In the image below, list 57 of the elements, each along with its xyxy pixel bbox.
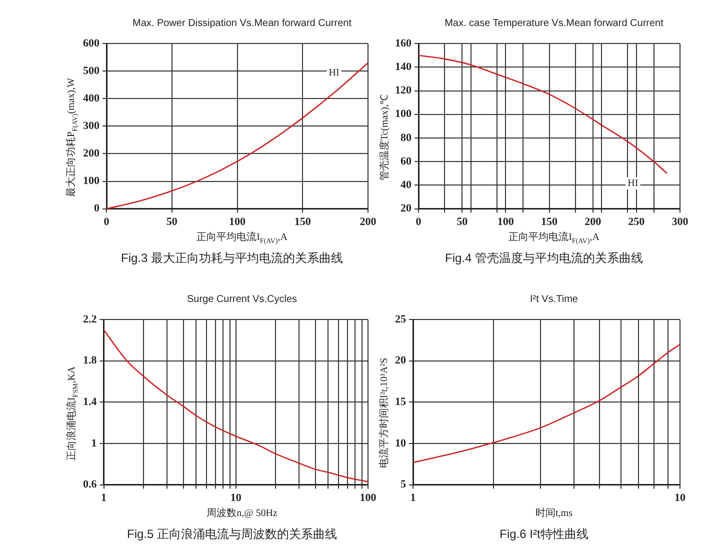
- chart-title: I²t Vs.Time: [529, 294, 579, 305]
- y-axis-title: 电流平方时间积I²t,10³A²S: [378, 358, 391, 468]
- y-tick-label: 1: [91, 437, 97, 450]
- y-tick-label: 160: [395, 37, 412, 50]
- y-tick-label: 60: [400, 155, 412, 168]
- x-tick-label: 10: [674, 492, 686, 504]
- y-tick-label: 600: [83, 37, 100, 50]
- x-tick-label: 150: [294, 216, 312, 228]
- caption: Fig.4 管壳温度与平均电流的关系曲线: [444, 250, 644, 267]
- y-tick-label: 15: [395, 396, 406, 408]
- caption: Fig.3 最大正向功耗与平均电流的关系曲线: [120, 250, 344, 267]
- y-tick-label: 100: [83, 175, 100, 188]
- x-axis-title: 正向平均电流I$_{F(AV)}$,A: [508, 230, 600, 245]
- line-series: [418, 54, 668, 174]
- x-tick-label: 10: [230, 492, 242, 504]
- series-label: HI: [328, 68, 340, 78]
- caption: Fig.6 I²t特性曲线: [498, 526, 590, 543]
- x-tick-label: 0: [416, 216, 422, 228]
- y-tick-label: 5: [400, 478, 406, 491]
- x-axis-title: 时间t,ms: [534, 506, 574, 520]
- x-tick-label: 100: [360, 492, 377, 504]
- y-axis-title: 管壳温度Tc(max),℃: [378, 94, 392, 180]
- x-tick-label: 250: [628, 216, 646, 228]
- y-tick-label: 0.6: [83, 478, 98, 491]
- x-tick-label: 50: [166, 216, 178, 228]
- y-tick-label: 40: [400, 179, 412, 192]
- y-tick-label: 140: [395, 61, 412, 74]
- y-tick-label: 400: [83, 92, 100, 105]
- x-tick-label: 50: [456, 216, 468, 228]
- y-tick-label: 80: [400, 132, 412, 144]
- text: HI: [628, 178, 638, 190]
- x-tick-label: 200: [584, 216, 602, 228]
- x-tick-label: 100: [497, 216, 514, 228]
- y-tick-label: 20: [395, 354, 406, 367]
- x-axis-title: 正向平均电流I$_{F(AV)}$,A: [196, 230, 288, 245]
- y-tick-label: 200: [83, 148, 100, 160]
- y-tick-label: 100: [395, 108, 412, 120]
- y-tick-label: 25: [395, 313, 406, 326]
- x-tick-label: 100: [229, 216, 246, 228]
- chart-title: Max. Power Dissipation Vs.Mean forward Current: [132, 18, 352, 29]
- caption: Fig.5 正向浪涌电流与周波数的关系曲线: [126, 526, 338, 543]
- chart-title: Max. case Temperature Vs.Mean forward Current: [444, 18, 664, 29]
- x-tick-label: 150: [541, 216, 558, 228]
- y-tick-label: 0: [94, 202, 100, 215]
- chart-title: Surge Current Vs.Cycles: [186, 294, 298, 305]
- y-tick-label: 120: [395, 84, 412, 97]
- y-tick-label: 2.2: [83, 313, 98, 326]
- x-tick-label: 0: [104, 216, 110, 228]
- y-tick-label: 500: [83, 64, 100, 77]
- y-tick-label: 10: [395, 437, 406, 450]
- y-tick-label: 300: [83, 120, 100, 132]
- x-tick-label: 300: [672, 216, 689, 228]
- x-tick-label: 200: [360, 216, 377, 228]
- y-tick-label: 1.8: [83, 354, 98, 367]
- y-tick-label: 20: [400, 202, 412, 215]
- x-axis-title: 周波数n,@ 50Hz: [206, 506, 278, 520]
- y-tick-label: 1.4: [83, 396, 98, 408]
